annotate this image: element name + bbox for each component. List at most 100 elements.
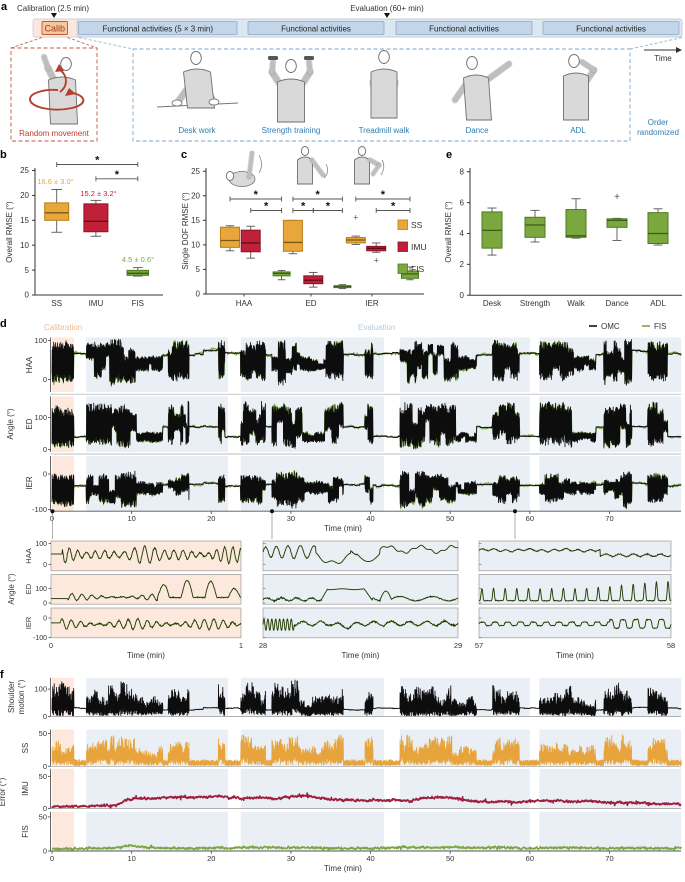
- svg-text:0: 0: [50, 854, 54, 863]
- svg-text:Overall RMSE (°): Overall RMSE (°): [444, 201, 453, 263]
- svg-text:70: 70: [605, 854, 613, 863]
- svg-text:Desk: Desk: [483, 299, 502, 308]
- svg-text:ADL: ADL: [570, 126, 586, 135]
- svg-text:OMC: OMC: [601, 322, 620, 331]
- svg-text:IMU: IMU: [411, 242, 427, 252]
- svg-text:FIS: FIS: [132, 299, 144, 308]
- svg-text:b: b: [0, 149, 7, 161]
- svg-text:Angle (°): Angle (°): [7, 573, 16, 605]
- svg-text:0: 0: [196, 290, 201, 299]
- svg-text:0: 0: [43, 470, 47, 479]
- svg-text:HAA: HAA: [24, 548, 33, 563]
- svg-text:*: *: [95, 155, 100, 167]
- svg-text:Dance: Dance: [605, 299, 629, 308]
- svg-text:SS: SS: [51, 299, 62, 308]
- svg-text:Strength training: Strength training: [262, 126, 321, 135]
- svg-text:30: 30: [287, 514, 295, 523]
- svg-text:16.6 ± 3.0°: 16.6 ± 3.0°: [37, 177, 73, 186]
- svg-text:50: 50: [39, 729, 47, 738]
- svg-text:20: 20: [20, 191, 29, 200]
- svg-text:0: 0: [43, 616, 47, 623]
- svg-text:29: 29: [454, 641, 462, 650]
- svg-text:*: *: [326, 201, 331, 213]
- svg-text:50: 50: [39, 812, 47, 821]
- svg-text:e: e: [446, 149, 452, 161]
- svg-text:0: 0: [43, 445, 47, 454]
- svg-text:*: *: [301, 201, 306, 213]
- svg-text:f: f: [0, 669, 4, 681]
- svg-text:ED: ED: [24, 583, 33, 594]
- svg-text:Time: Time: [654, 54, 672, 63]
- svg-text:IMU: IMU: [21, 781, 30, 796]
- svg-text:*: *: [264, 201, 269, 213]
- svg-text:+: +: [614, 192, 620, 203]
- svg-text:4.5 ± 0.6°: 4.5 ± 0.6°: [122, 255, 154, 264]
- svg-text:*: *: [391, 201, 396, 213]
- svg-text:IER: IER: [365, 299, 379, 308]
- svg-text:0: 0: [43, 712, 47, 721]
- svg-text:Time (min): Time (min): [324, 864, 362, 873]
- svg-text:0: 0: [43, 762, 47, 771]
- svg-text:0: 0: [460, 291, 465, 300]
- svg-text:10: 10: [127, 514, 135, 523]
- svg-text:Time (min): Time (min): [556, 651, 594, 660]
- svg-text:57: 57: [475, 641, 483, 650]
- svg-text:*: *: [254, 189, 259, 201]
- svg-text:a: a: [1, 1, 8, 13]
- svg-text:20: 20: [191, 192, 200, 201]
- svg-text:Order: Order: [648, 118, 669, 127]
- svg-text:Evaluation (60+ min): Evaluation (60+ min): [350, 4, 424, 13]
- svg-text:0: 0: [43, 601, 47, 608]
- svg-text:SS: SS: [21, 743, 30, 754]
- svg-text:Calibration (2.5 min): Calibration (2.5 min): [17, 4, 89, 13]
- svg-text:0: 0: [43, 562, 47, 569]
- svg-text:25: 25: [191, 167, 200, 176]
- svg-text:50: 50: [446, 514, 454, 523]
- svg-text:IMU: IMU: [89, 299, 104, 308]
- svg-text:Desk work: Desk work: [178, 126, 216, 135]
- svg-text:10: 10: [127, 854, 135, 863]
- svg-text:Functional activities: Functional activities: [576, 25, 646, 34]
- svg-text:Shoulder: Shoulder: [7, 681, 16, 713]
- svg-text:60: 60: [526, 514, 534, 523]
- svg-text:10: 10: [191, 241, 200, 250]
- svg-text:40: 40: [366, 514, 374, 523]
- svg-text:8: 8: [460, 167, 465, 176]
- svg-text:HAA: HAA: [236, 299, 253, 308]
- svg-text:Time (min): Time (min): [324, 524, 362, 533]
- svg-text:Walk: Walk: [567, 299, 585, 308]
- svg-text:0: 0: [49, 641, 53, 650]
- svg-text:c: c: [181, 149, 187, 161]
- svg-text:IER: IER: [25, 476, 34, 490]
- svg-text:Functional activities (5 × 3 m: Functional activities (5 × 3 min): [103, 25, 214, 34]
- svg-text:15: 15: [20, 216, 29, 225]
- svg-text:100: 100: [35, 541, 47, 548]
- svg-text:5: 5: [25, 266, 30, 275]
- svg-text:Calib: Calib: [45, 24, 66, 34]
- svg-text:+: +: [374, 256, 379, 266]
- svg-text:Strength: Strength: [520, 299, 550, 308]
- svg-text:30: 30: [287, 854, 295, 863]
- svg-text:60: 60: [526, 854, 534, 863]
- svg-text:Time (min): Time (min): [342, 651, 380, 660]
- svg-text:Functional activities: Functional activities: [281, 25, 351, 34]
- svg-text:20: 20: [207, 854, 215, 863]
- svg-text:Time (min): Time (min): [127, 651, 165, 660]
- svg-text:70: 70: [605, 514, 613, 523]
- svg-text:d: d: [0, 318, 7, 330]
- svg-text:Angle (°): Angle (°): [6, 408, 15, 440]
- svg-text:+: +: [353, 212, 358, 222]
- svg-text:58: 58: [667, 641, 675, 650]
- svg-text:Random movement: Random movement: [19, 129, 90, 138]
- svg-text:*: *: [381, 189, 386, 201]
- svg-text:15: 15: [191, 216, 200, 225]
- svg-text:SS: SS: [411, 220, 423, 230]
- svg-text:Dance: Dance: [465, 126, 489, 135]
- svg-text:4: 4: [460, 229, 465, 238]
- svg-text:ED: ED: [25, 418, 34, 429]
- svg-text:*: *: [115, 169, 120, 181]
- svg-text:100: 100: [35, 586, 47, 593]
- svg-text:Single DOF RMSE (°): Single DOF RMSE (°): [181, 192, 190, 270]
- svg-text:Treadmill walk: Treadmill walk: [359, 126, 411, 135]
- svg-text:HAA: HAA: [25, 356, 34, 373]
